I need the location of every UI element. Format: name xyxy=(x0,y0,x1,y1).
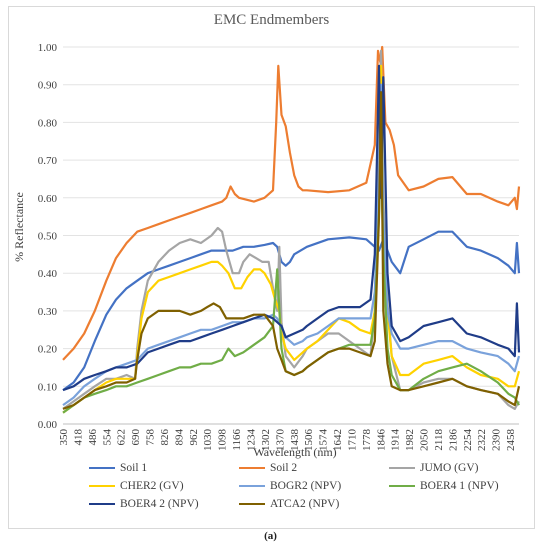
legend-label: ATCA2 (NPV) xyxy=(270,498,340,510)
x-tick-label: 2186 xyxy=(447,429,459,452)
legend-label: JUMO (GV) xyxy=(420,462,479,474)
chart-frame: EMC Endmembers 0.00 0.10 0.20 0.30 0.40 0.50 0… xyxy=(8,6,535,529)
x-tick-label: 418 xyxy=(72,429,84,446)
y-tick-label: 0.00 xyxy=(38,419,58,431)
series-line xyxy=(62,91,521,410)
y-tick-label: 0.80 xyxy=(38,117,58,129)
x-tick-label: 1778 xyxy=(361,429,373,452)
x-tick-label: 2458 xyxy=(505,429,517,452)
x-tick-label: 1234 xyxy=(245,429,257,452)
legend-swatch xyxy=(389,467,415,470)
x-tick-label: 622 xyxy=(116,429,128,446)
x-tick-label: 1098 xyxy=(217,429,229,452)
y-tick-label: 0.40 xyxy=(38,268,58,280)
legend-item: BOER4 2 (NPV) xyxy=(89,498,199,510)
x-tick-label: 1506 xyxy=(303,429,315,452)
legend-label: BOER4 1 (NPV) xyxy=(420,480,499,492)
x-tick-label: 2322 xyxy=(476,429,488,451)
x-tick-label: 1982 xyxy=(404,429,416,451)
x-tick-label: 1166 xyxy=(231,429,243,451)
figure-caption: (a) xyxy=(264,530,277,542)
x-tick-label: 758 xyxy=(145,429,157,446)
x-tick-label: 1642 xyxy=(332,429,344,451)
legend-swatch xyxy=(389,485,415,488)
x-tick-label: 1030 xyxy=(202,429,214,452)
legend-item: Soil 1 xyxy=(89,462,147,474)
x-tick-label: 826 xyxy=(159,429,171,446)
x-tick-label: 1438 xyxy=(289,429,301,452)
y-tick-label: 0.10 xyxy=(38,381,58,393)
x-axis-label: Wavelength (nm) xyxy=(253,445,336,459)
x-tick-label: 1914 xyxy=(390,429,402,452)
series-line xyxy=(62,230,521,391)
legend-swatch xyxy=(239,485,265,488)
legend-swatch xyxy=(89,503,115,506)
legend-label: BOGR2 (NPV) xyxy=(270,480,342,492)
legend-swatch xyxy=(239,503,265,506)
legend-swatch xyxy=(89,467,115,470)
x-tick-label: 2254 xyxy=(462,429,474,452)
x-tick-label: 2390 xyxy=(491,429,503,452)
legend-label: CHER2 (GV) xyxy=(120,480,184,492)
y-tick-labels: 0.00 0.10 0.20 0.30 0.40 0.50 0.60 0.70 0.80 0.90… xyxy=(38,42,58,431)
legend-item: CHER2 (GV) xyxy=(89,480,184,492)
x-tick-label: 2050 xyxy=(419,429,431,452)
x-tick-label: 1574 xyxy=(318,429,330,452)
series-lines xyxy=(62,45,521,414)
x-tick-label: 554 xyxy=(101,429,113,446)
y-tick-label: 0.70 xyxy=(38,155,58,167)
x-tick-label: 2118 xyxy=(433,429,445,451)
y-tick-label: 0.50 xyxy=(38,231,58,243)
y-tick-label: 0.90 xyxy=(38,80,58,92)
chart-title: EMC Endmembers xyxy=(213,12,330,28)
series-line xyxy=(62,45,521,361)
legend-label: Soil 2 xyxy=(270,462,298,474)
gridlines xyxy=(63,46,519,425)
legend-label: Soil 1 xyxy=(120,462,148,474)
y-tick-label: 0.30 xyxy=(38,306,58,318)
x-tick-label: 1370 xyxy=(274,429,286,452)
legend-item: BOER4 1 (NPV) xyxy=(389,480,499,492)
chart-svg: 0.00 0.10 0.20 0.30 0.40 0.50 0.60 0.70 0.80 0.90… xyxy=(12,42,521,459)
x-tick-label: 1846 xyxy=(375,429,387,452)
legend-item: ATCA2 (NPV) xyxy=(239,498,339,510)
legend-swatch xyxy=(239,467,265,470)
y-tick-label: 1.00 xyxy=(38,42,58,54)
x-tick-label: 1710 xyxy=(346,429,358,452)
legend-label: BOER4 2 (NPV) xyxy=(120,498,199,510)
x-tick-label: 690 xyxy=(130,429,142,446)
x-tick-label: 894 xyxy=(173,429,185,446)
x-tick-labels: 350 418 486 554 622 690 758 826 894 962 1030 1098 11… xyxy=(58,429,517,452)
legend-item: BOGR2 (NPV) xyxy=(239,480,341,492)
legend-item: Soil 2 xyxy=(239,462,297,474)
x-tick-label: 350 xyxy=(58,429,70,446)
x-tick-label: 486 xyxy=(87,429,99,446)
series-line xyxy=(62,83,521,406)
legend-swatch xyxy=(89,485,115,488)
legend-item: JUMO (GV) xyxy=(389,462,478,474)
x-tick-label: 1302 xyxy=(260,429,272,451)
y-tick-label: 0.60 xyxy=(38,193,58,205)
x-tick-label: 962 xyxy=(188,429,200,446)
y-tick-label: 0.20 xyxy=(38,344,58,356)
series-line xyxy=(62,64,521,392)
y-axis-label: % Reflectance xyxy=(12,192,26,262)
